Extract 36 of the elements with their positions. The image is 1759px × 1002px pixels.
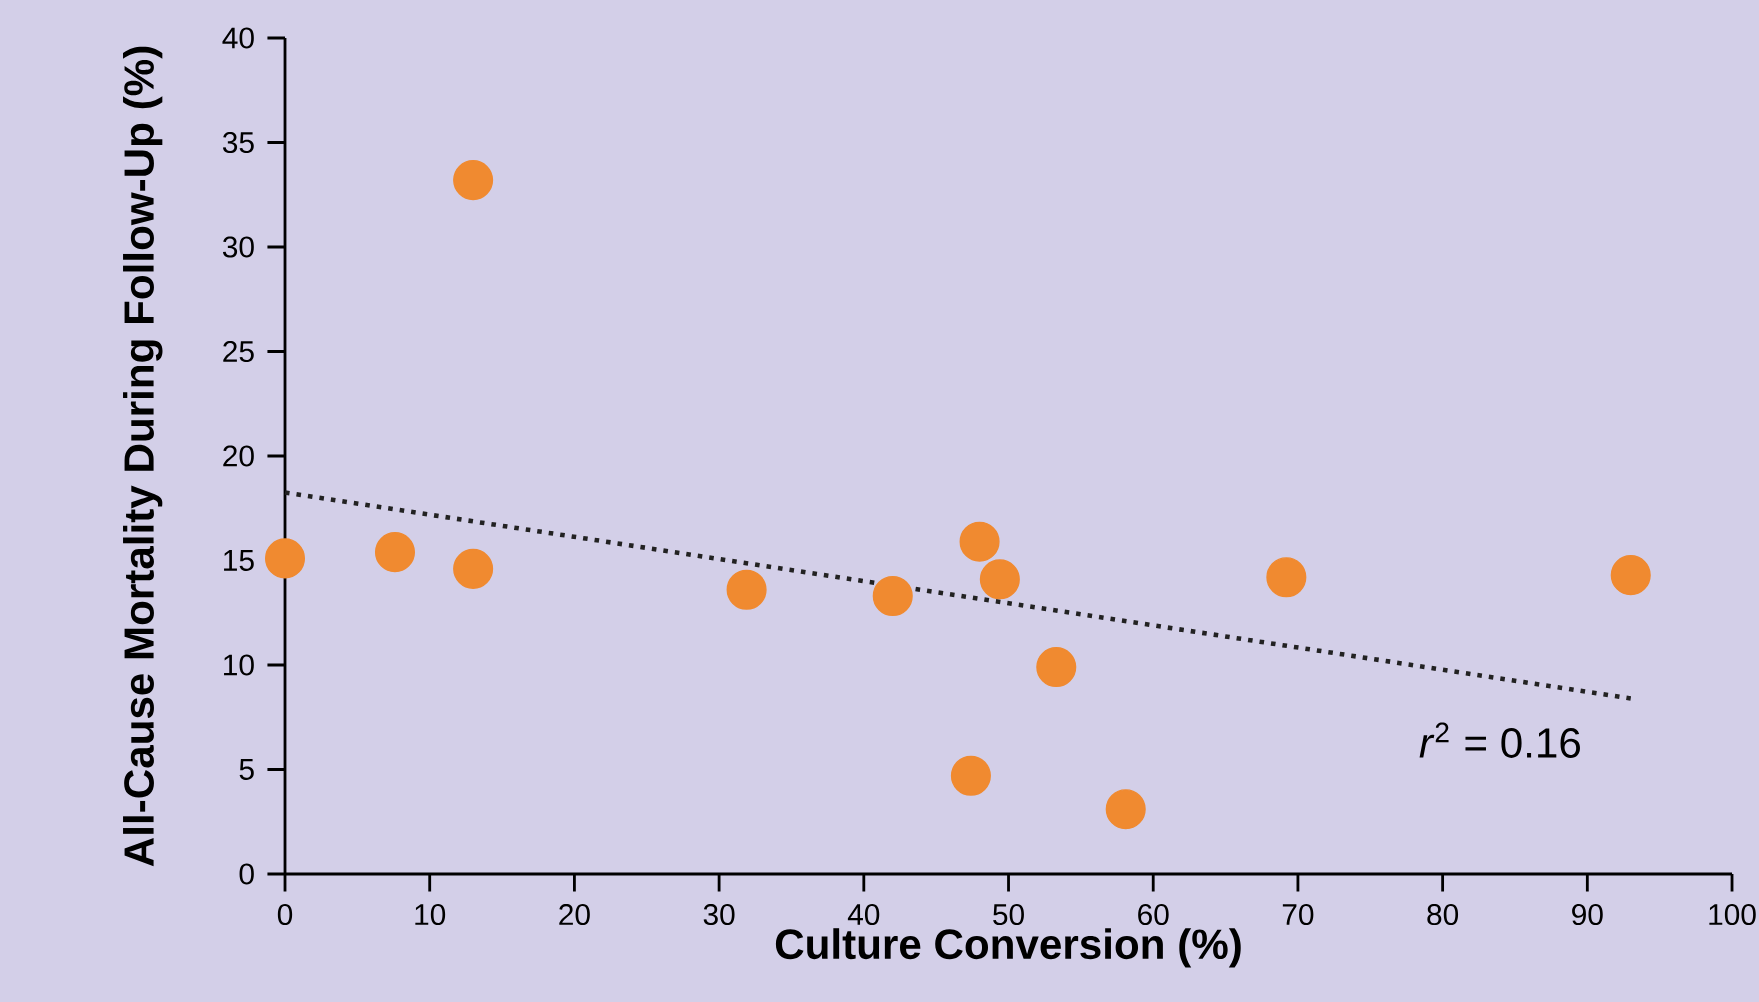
point: [872, 575, 913, 617]
point: [979, 559, 1020, 600]
y-tick-label: 25: [223, 340, 254, 363]
x-tick-label: 30: [703, 904, 735, 926]
y-tick-label: 40: [222, 27, 254, 49]
point: [1036, 647, 1077, 688]
point: [453, 160, 494, 201]
x-tick-label: 60: [1138, 904, 1169, 926]
y-tick-label: 35: [222, 131, 254, 154]
point: [1266, 557, 1307, 598]
point: [453, 548, 494, 589]
x-tick-label: 20: [559, 904, 590, 926]
x-tick-label: 10: [415, 904, 446, 926]
y-tick-label: 30: [222, 236, 254, 258]
x-tick-label: 90: [1572, 904, 1603, 926]
y-tick-label: 15: [224, 550, 254, 571]
x-tick-label: 100: [1709, 904, 1756, 926]
point: [1105, 789, 1146, 830]
point: [726, 569, 767, 610]
annotation: r$^{2}$ = 0.16: [1419, 722, 1580, 758]
point: [1610, 555, 1651, 596]
x-tick-label: 0: [277, 904, 293, 926]
y-axis-title: All-Cause Mortality During Follow-Up (%): [123, 46, 163, 867]
x-tick-label: 40: [847, 904, 880, 926]
point: [374, 532, 416, 573]
x-tick-label: 70: [1282, 904, 1314, 926]
x-tick-label: 50: [993, 904, 1024, 926]
y-tick-label: 0: [239, 863, 254, 885]
point: [959, 521, 1000, 562]
y-tick-label: 20: [223, 445, 254, 467]
point: [264, 538, 306, 579]
x-tick-label: 80: [1427, 904, 1459, 926]
y-tick-label: 5: [239, 759, 254, 780]
x-axis-title: Culture Conversion (%): [775, 928, 1241, 968]
y-tick-label: 10: [224, 654, 254, 676]
point: [950, 755, 991, 796]
